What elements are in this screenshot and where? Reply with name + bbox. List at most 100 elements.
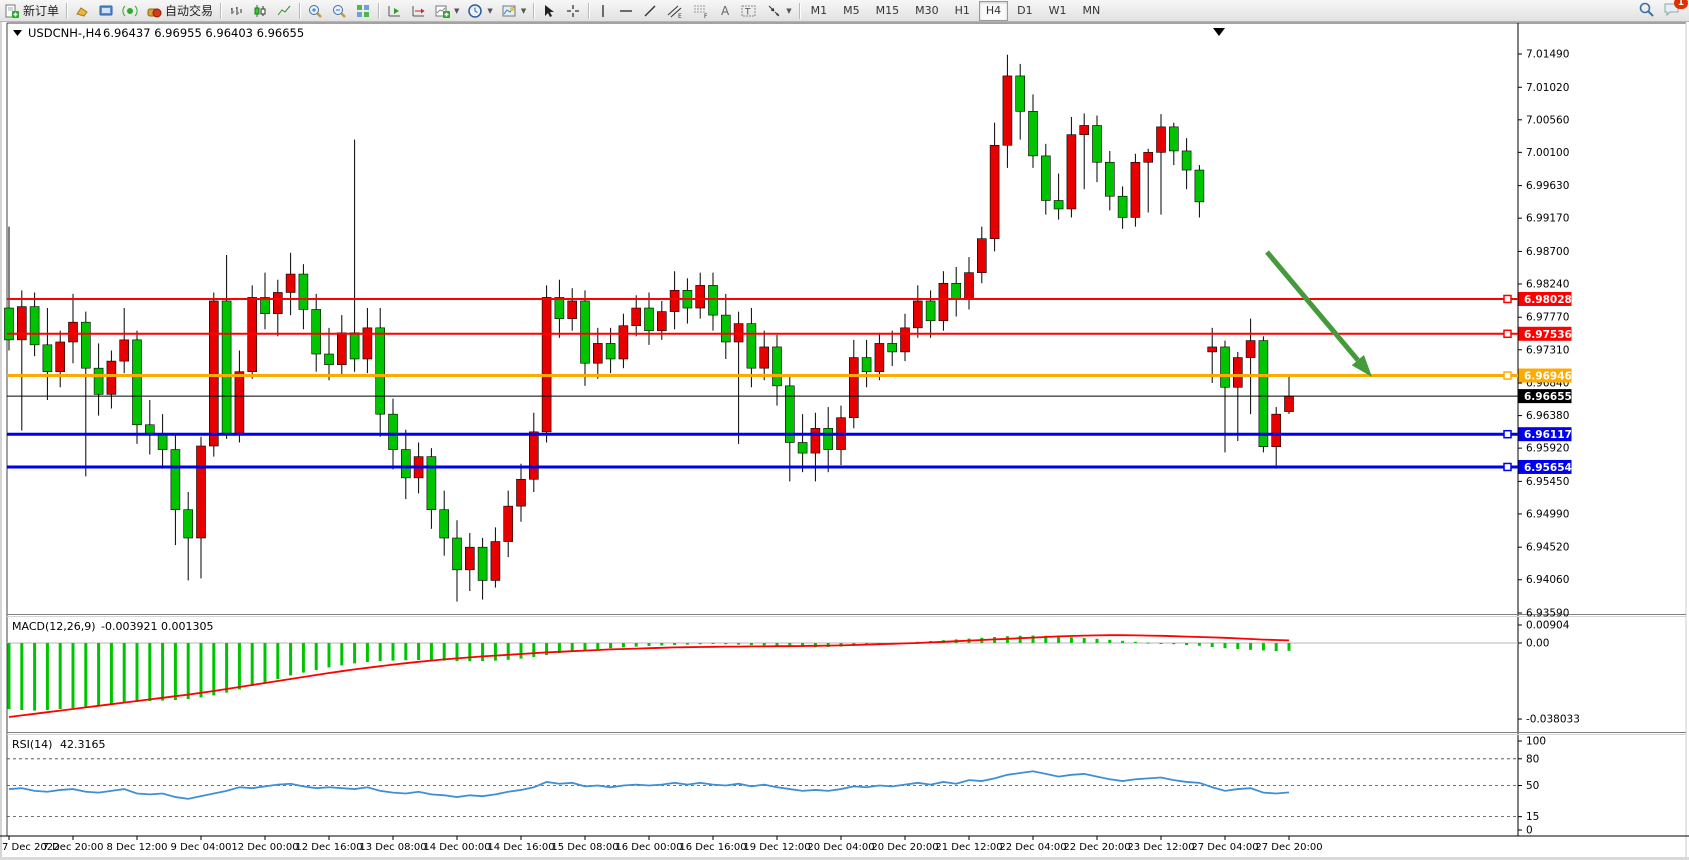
market-watch-button[interactable]: [70, 1, 94, 21]
price-line-badge: [1518, 326, 1572, 341]
toolbar-separator: [299, 2, 301, 19]
toolbar-separator: [378, 2, 380, 19]
price-tick-label: 6.94060: [1526, 574, 1569, 586]
cursor-button[interactable]: [537, 1, 561, 21]
time-tick-label: 22 Dec 04:00: [999, 842, 1066, 853]
line-anchor-marker: [1503, 329, 1512, 339]
price-tick-label: 6.99630: [1526, 180, 1569, 192]
signals-button[interactable]: [118, 1, 142, 21]
time-tick-label: 21 Dec 12:00: [935, 842, 1002, 853]
svg-text:T: T: [744, 7, 751, 17]
crosshair-button[interactable]: [561, 1, 585, 21]
price-tick-label: 6.93590: [1526, 608, 1569, 620]
price-line-badge-label: 6.97536: [1524, 329, 1572, 341]
rsi-label: RSI(14): [12, 738, 52, 751]
templates-button[interactable]: ▼: [497, 1, 530, 21]
channel-button[interactable]: E: [662, 1, 688, 21]
price-line-badge: [1518, 459, 1572, 474]
svg-text:E: E: [678, 13, 682, 19]
time-tick-label: 20 Dec 20:00: [871, 842, 938, 853]
zoom-out-icon: [331, 3, 347, 19]
signals-icon: [122, 3, 138, 19]
time-tick-label: 19 Dec 12:00: [743, 842, 810, 853]
notifications-button[interactable]: 1: [1663, 0, 1688, 20]
horizontal-line-button[interactable]: [614, 1, 638, 21]
price-tick-label: 6.98240: [1526, 278, 1569, 290]
zoom-in-button[interactable]: [303, 1, 327, 21]
timeframe-mn-button[interactable]: MN: [1082, 3, 1101, 17]
chart-shift-marker[interactable]: [1213, 28, 1225, 36]
chart-title: USDCNH-,H4: [28, 26, 102, 40]
shapes-arrows-icon: [766, 3, 782, 19]
chart-borders: [0, 22, 1689, 860]
macd-values: -0.003921 0.001305: [101, 620, 213, 633]
period-clock-button[interactable]: ▼: [463, 1, 496, 21]
time-tick-label: 12 Dec 16:00: [295, 842, 362, 853]
line-anchor-marker: [1503, 462, 1512, 472]
price-line-badge-label: 6.96946: [1524, 371, 1572, 383]
auto-scroll-button[interactable]: [406, 1, 430, 21]
timeframe-m5-button[interactable]: M5: [843, 3, 860, 17]
rsi-panel: RSI(14) 42.3165 100 80 50 15 0: [7, 736, 1546, 837]
gold-icon: [74, 3, 90, 19]
vertical-line-button[interactable]: [592, 1, 614, 21]
price-tick-label: 6.98700: [1526, 246, 1569, 258]
search-icon[interactable]: [1638, 1, 1655, 21]
timeframe-d1-button[interactable]: D1: [1017, 3, 1033, 17]
price-tick-label: 6.96380: [1526, 410, 1569, 422]
time-tick-label: 15 Dec 08:00: [551, 842, 618, 853]
new-order-button[interactable]: 新订单: [0, 1, 63, 21]
chevron-down-icon: ▼: [487, 6, 493, 15]
symbol-dropdown-icon[interactable]: [13, 30, 22, 36]
timeframe-w1-button[interactable]: W1: [1048, 3, 1067, 17]
price-line-badge-label: 6.96117: [1524, 429, 1572, 441]
timeframe-m30-button[interactable]: M30: [915, 3, 939, 17]
channel-icon: E: [666, 3, 684, 19]
time-tick-label: 16 Dec 16:00: [679, 842, 746, 853]
candlestick-chart-icon: [252, 3, 268, 19]
candlestick-chart-button[interactable]: [248, 1, 272, 21]
price-tick-label: 6.95450: [1526, 476, 1569, 488]
tile-windows-button[interactable]: [351, 1, 375, 21]
macd-tick-label: -0.038033: [1526, 714, 1580, 726]
auto-scroll-icon: [410, 3, 426, 19]
shapes-button[interactable]: ▼: [762, 1, 795, 21]
price-line-badge-label: 6.96655: [1524, 391, 1572, 403]
timeframe-h1-button[interactable]: H1: [954, 3, 970, 17]
macd-tick-label: 0.00904: [1526, 620, 1570, 632]
line-chart-button[interactable]: [272, 1, 296, 21]
tile-windows-icon: [355, 3, 371, 19]
timeframe-m15-button[interactable]: M15: [875, 3, 900, 17]
timeframe-toolbar: M1 M5 M15 M30 H1 H4 D1 W1 MN: [803, 0, 1109, 21]
time-tick-label: 14 Dec 00:00: [423, 842, 490, 853]
time-tick-label: 22 Dec 20:00: [1063, 842, 1130, 853]
timeframe-h4-button[interactable]: H4: [978, 0, 1009, 21]
line-anchor-marker: [1503, 371, 1512, 380]
fibonacci-icon: F: [692, 3, 710, 19]
text-label-button[interactable]: T: [736, 1, 762, 21]
price-line-badge-label: 6.95654: [1524, 462, 1572, 474]
new-chart-button[interactable]: ▼: [430, 1, 463, 21]
zoom-out-button[interactable]: [327, 1, 351, 21]
text-label-icon: T: [740, 3, 758, 19]
new-order-label: 新订单: [23, 4, 60, 18]
bar-chart-button[interactable]: [224, 1, 248, 21]
trendline-button[interactable]: [638, 1, 662, 21]
trend-arrow-annotation[interactable]: [1265, 250, 1372, 377]
time-tick-label: 27 Dec 20:00: [1255, 842, 1322, 853]
chart-header: USDCNH-,H4 6.96437 6.96955 6.96403 6.9665…: [13, 26, 1225, 40]
svg-text:F: F: [704, 13, 708, 19]
chart-shift-button[interactable]: [382, 1, 406, 21]
horizontal-lines[interactable]: 6.98028 6.97536 6.96946 6.96655 6.96117 6.956…: [7, 291, 1572, 474]
terminal-icon: [98, 3, 114, 19]
templates-icon: [501, 3, 517, 19]
auto-trading-button[interactable]: 自动交易: [142, 1, 217, 21]
terminal-button[interactable]: [94, 1, 118, 21]
rsi-tick-label: 15: [1526, 811, 1539, 823]
timeframe-m1-button[interactable]: M1: [810, 3, 828, 17]
time-tick-label: 7 Dec 2022: [2, 842, 60, 853]
fibonacci-button[interactable]: F: [688, 1, 714, 21]
text-button[interactable]: A: [714, 1, 736, 21]
